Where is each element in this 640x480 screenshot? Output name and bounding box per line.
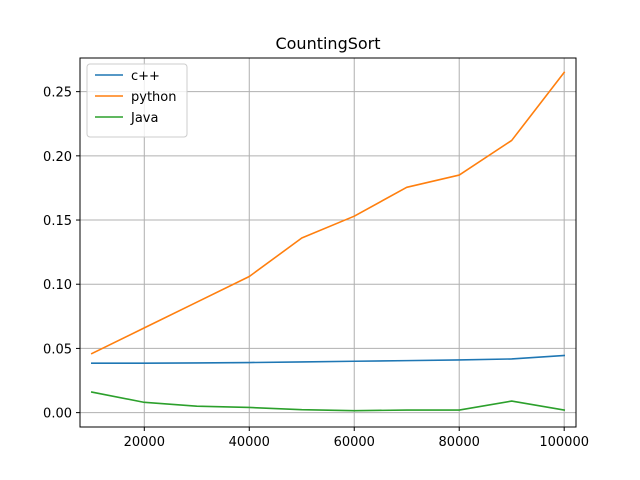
y-tick-label: 0.05 <box>43 342 72 357</box>
x-tick-label: 100000 <box>539 435 589 450</box>
y-tick-label: 0.15 <box>43 214 72 229</box>
legend-label: Java <box>130 111 158 126</box>
x-tick-label: 20000 <box>124 435 165 450</box>
y-tick-label: 0.20 <box>43 150 72 165</box>
grid <box>80 58 576 427</box>
series-line-java <box>90 391 566 412</box>
x-tick-label: 80000 <box>439 435 480 450</box>
x-tick-label: 40000 <box>229 435 270 450</box>
legend-box <box>86 63 188 138</box>
y-tick-label: 0.10 <box>43 278 72 293</box>
y-tick-label: 0.00 <box>43 407 72 422</box>
series-lines <box>90 71 566 412</box>
axes-frame <box>79 57 577 428</box>
axis-ticks: 20000 40000 60000 80000 100000 0.00 0.05 0.10 0.… <box>43 86 589 450</box>
legend-label: c++ <box>131 69 160 84</box>
series-line-ccpp <box>91 354 566 364</box>
legend-label: python <box>131 90 176 105</box>
legend: c++ python Java <box>86 63 188 138</box>
y-tick-label: 0.25 <box>43 86 72 101</box>
series-line-python <box>90 71 566 355</box>
chart-title: CountingSort <box>275 34 380 53</box>
x-tick-label: 60000 <box>334 435 375 450</box>
